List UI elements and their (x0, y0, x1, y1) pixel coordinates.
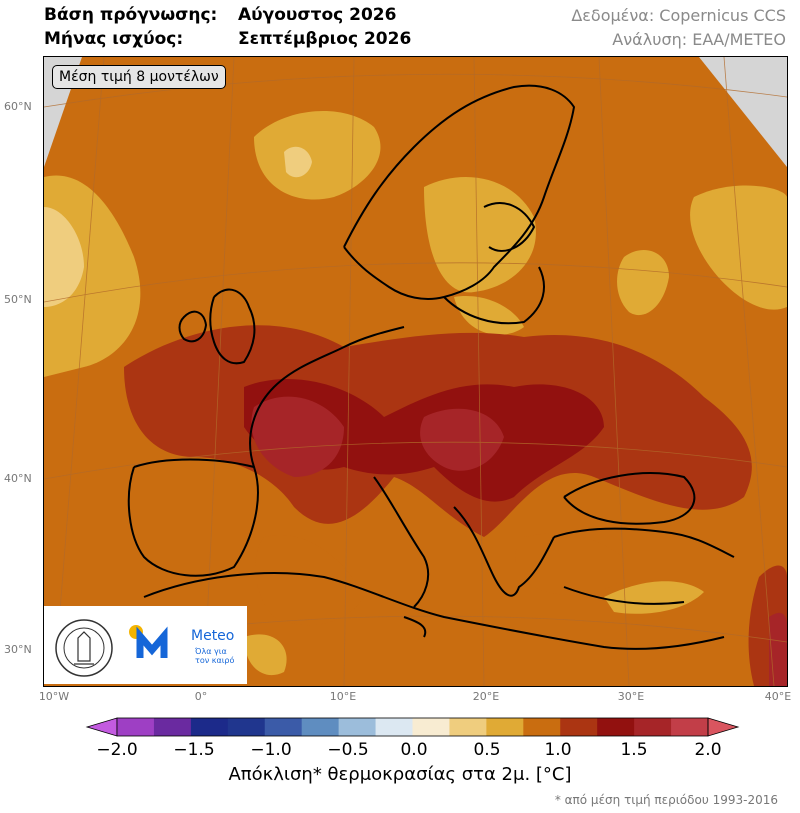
colorbar-segment (560, 718, 598, 736)
lon-label-10e: 10°E (329, 690, 357, 703)
lon-label-40e: 40°E (764, 690, 792, 703)
meteo-m-icon (136, 626, 168, 658)
logos-panel: Meteo Όλα για τον καιρό (44, 606, 247, 684)
forecast-base-value: Αύγουστος 2026 (238, 5, 397, 25)
colorbar-segment (671, 718, 709, 736)
lat-label-40: 40°N (4, 472, 32, 485)
colorbar-segment (227, 718, 266, 736)
lon-label-0: 0° (194, 690, 208, 703)
colorbar-segment (190, 718, 229, 736)
lat-label-60: 60°N (4, 100, 32, 113)
colorbar-tick: −1.0 (250, 740, 292, 760)
colorbar-segment (449, 718, 487, 736)
colorbar-segment (338, 718, 377, 736)
meteo-tagline: Όλα για τον καιρό (195, 647, 234, 665)
meteo-tagline-line-1: Όλα για (195, 647, 227, 656)
colorbar-segment (117, 718, 155, 736)
anomaly-map (43, 56, 788, 687)
academy-seal-logo (55, 619, 168, 677)
lon-label-20e: 20°E (472, 690, 500, 703)
colorbar-segment (375, 718, 413, 736)
analysis-text: Ανάλυση: ΕΑΑ/METEO (612, 30, 786, 49)
valid-month-label: Μήνας ισχύος: (44, 29, 184, 49)
lat-label-50: 50°N (4, 293, 32, 306)
colorbar-tick: 1.5 (620, 740, 648, 760)
colorbar-segment (634, 718, 672, 736)
colorbar-left-arrow (85, 717, 118, 737)
colorbar-tick: 1.0 (544, 740, 572, 760)
valid-month-value: Σεπτέμβριος 2026 (238, 29, 412, 49)
colorbar-segment (523, 718, 561, 736)
forecast-base-label: Βάση πρόγνωσης: (44, 5, 218, 25)
colorbar-tick: 0.5 (473, 740, 501, 760)
colorbar-border (116, 717, 709, 737)
colorbar-segment (412, 718, 450, 736)
lon-label-30e: 30°E (617, 690, 645, 703)
meteo-tagline-line-2: τον καιρό (195, 656, 235, 665)
colorbar-segment (597, 718, 635, 736)
map-graphic (44, 57, 787, 686)
lon-label-10w: 10°W (38, 690, 70, 703)
colorbar-tick: 2.0 (694, 740, 722, 760)
colorbar-segment (486, 718, 524, 736)
colorbar-label: Απόκλιση* θερμοκρασίας στα 2μ. [°C] (228, 764, 572, 785)
data-source-text: Δεδομένα: Copernicus CCS (571, 6, 786, 25)
colorbar-tick: 0.0 (400, 740, 428, 760)
colorbar (85, 717, 740, 737)
colorbar-segment (264, 718, 303, 736)
models-count-badge: Μέση τιμή 8 μοντέλων (52, 65, 226, 89)
lat-label-30: 30°N (4, 643, 32, 656)
meteo-brand-name: Meteo (191, 628, 235, 644)
colorbar-segment (153, 718, 192, 736)
colorbar-tick: −2.0 (96, 740, 138, 760)
colorbar-segment (301, 718, 340, 736)
colorbar-tick: −0.5 (327, 740, 369, 760)
colorbar-footnote: * από μέση τιμή περιόδου 1993-2016 (554, 793, 778, 807)
colorbar-right-arrow (707, 717, 740, 737)
colorbar-tick: −1.5 (173, 740, 215, 760)
